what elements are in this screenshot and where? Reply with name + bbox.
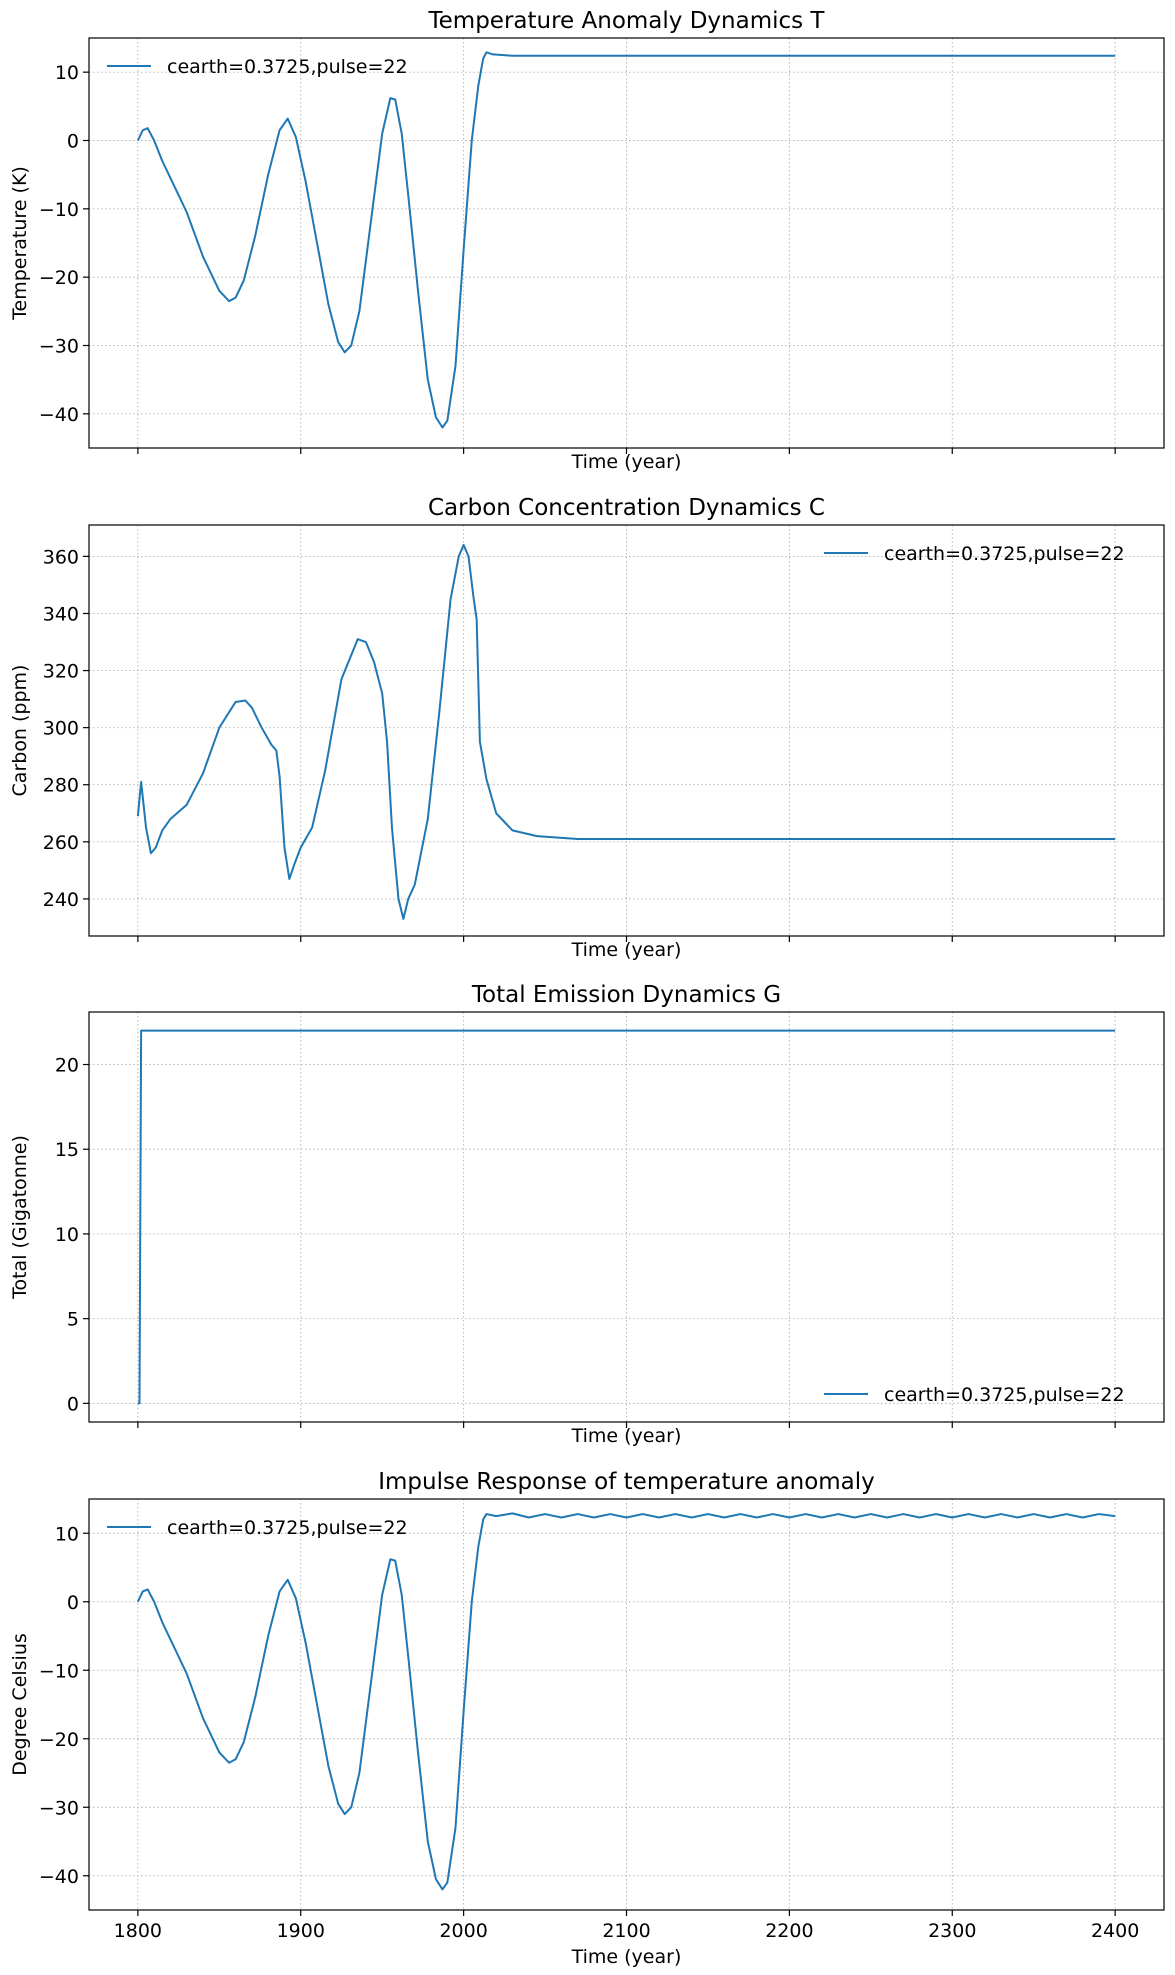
y-tick-label: 360 (43, 546, 79, 568)
y-tick-label: −20 (39, 267, 79, 289)
x-tick-label: 2100 (602, 1920, 650, 1942)
chart-panel-3: 20 15 10 5 0 Total Emission Dynamics G Time (y… (9, 982, 1165, 1447)
y-tick-label: 0 (67, 131, 79, 153)
x-tick-label: 1900 (277, 1920, 325, 1942)
series-line-1 (136, 1512, 1116, 1891)
x-tick-label: 2400 (1091, 1920, 1139, 1942)
chart-panel-2: 360 340 320 300 280 260 240 Carbon Concentratio… (9, 495, 1165, 961)
y-tick-label: 10 (55, 1224, 79, 1246)
chart-title: Carbon Concentration Dynamics C (428, 495, 825, 521)
x-axis-label: Time (year) (571, 451, 682, 473)
x-tick-label: 1800 (114, 1920, 162, 1942)
y-axis-label: Temperature (K) (9, 166, 31, 321)
legend-label: cearth=0.3725,pulse=22 (884, 543, 1125, 565)
x-axis-label: Time (year) (571, 1946, 682, 1968)
x-tick-label: 2300 (928, 1920, 976, 1942)
y-tick-label: −40 (39, 1866, 79, 1888)
y-tick-label: 20 (55, 1055, 79, 1077)
x-tick-label: 2000 (439, 1920, 487, 1942)
chart-title: Impulse Response of temperature anomaly (378, 1469, 875, 1495)
chart-title: Total Emission Dynamics G (471, 982, 781, 1008)
y-tick-label: 280 (43, 775, 79, 797)
legend-label: cearth=0.3725,pulse=22 (167, 56, 408, 78)
legend-label: cearth=0.3725,pulse=22 (884, 1384, 1125, 1406)
x-tick-label: 2200 (765, 1920, 813, 1942)
y-tick-label: −30 (39, 1797, 79, 1819)
y-tick-label: 10 (55, 1523, 79, 1545)
y-tick-label: 240 (43, 889, 79, 911)
y-tick-label: 340 (43, 603, 79, 625)
y-tick-label: 320 (43, 661, 79, 683)
y-tick-label: 10 (55, 62, 79, 84)
y-tick-label: −20 (39, 1729, 79, 1751)
chart-title: Temperature Anomaly Dynamics T (428, 8, 826, 34)
y-axis-label: Carbon (ppm) (9, 665, 31, 797)
y-tick-label: −10 (39, 1660, 79, 1682)
y-tick-label: −10 (39, 199, 79, 221)
y-tick-label: 0 (67, 1393, 79, 1415)
y-tick-label: −40 (39, 404, 79, 426)
legend-label: cearth=0.3725,pulse=22 (167, 1517, 408, 1539)
y-tick-label: −30 (39, 336, 79, 358)
x-axis-label: Time (year) (571, 939, 682, 961)
series-line-1 (136, 543, 1116, 920)
chart-panel-1: 10 0 −10 −20 −30 −40 Temperature Anomaly Dynam… (9, 8, 1165, 473)
y-tick-label: 0 (67, 1592, 79, 1614)
series-line-1 (136, 51, 1116, 429)
y-tick-label: 5 (67, 1309, 79, 1331)
y-axis-label: Degree Celsius (9, 1633, 31, 1776)
y-tick-label: 260 (43, 832, 79, 854)
y-tick-label: 300 (43, 718, 79, 740)
y-axis-label: Total (Gigatonne) (9, 1135, 31, 1300)
series-line-1 (137, 1029, 1116, 1405)
y-tick-label: 15 (55, 1139, 79, 1161)
chart-panel-4: 1800 1900 2000 2100 2200 2300 2400 10 0 −10 −20 −30… (9, 1469, 1165, 1968)
x-axis-label: Time (year) (571, 1425, 682, 1447)
